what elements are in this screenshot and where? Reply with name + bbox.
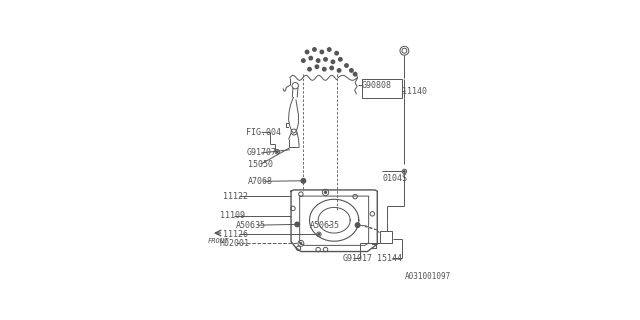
Circle shape xyxy=(353,72,357,76)
Text: H02001: H02001 xyxy=(220,239,250,248)
Text: 15144: 15144 xyxy=(378,254,403,263)
Circle shape xyxy=(404,171,405,172)
Text: 11126: 11126 xyxy=(223,230,248,239)
Circle shape xyxy=(355,223,360,228)
Bar xyxy=(380,231,392,243)
Text: G90808: G90808 xyxy=(362,81,392,90)
Text: A031001097: A031001097 xyxy=(404,272,451,281)
Circle shape xyxy=(324,58,327,61)
Bar xyxy=(362,79,402,98)
Circle shape xyxy=(296,223,298,225)
Circle shape xyxy=(349,69,353,72)
Circle shape xyxy=(330,66,333,70)
Circle shape xyxy=(301,59,305,62)
Circle shape xyxy=(316,59,320,62)
Circle shape xyxy=(305,50,308,54)
Circle shape xyxy=(318,234,319,235)
Circle shape xyxy=(302,180,305,182)
Text: 0104S: 0104S xyxy=(382,174,407,183)
Circle shape xyxy=(356,224,358,226)
Circle shape xyxy=(324,191,326,193)
Circle shape xyxy=(315,65,319,68)
Circle shape xyxy=(308,68,311,71)
Circle shape xyxy=(313,48,316,51)
Circle shape xyxy=(337,69,341,72)
Text: A50635: A50635 xyxy=(310,221,340,230)
Circle shape xyxy=(323,68,326,71)
Circle shape xyxy=(276,151,278,153)
Text: 11122: 11122 xyxy=(223,192,248,201)
Text: 15050: 15050 xyxy=(248,160,273,169)
Circle shape xyxy=(320,50,324,54)
Text: 11109: 11109 xyxy=(220,211,244,220)
Circle shape xyxy=(300,243,301,244)
Text: 11140: 11140 xyxy=(402,87,427,96)
Text: A50635: A50635 xyxy=(236,221,266,230)
Text: G91707: G91707 xyxy=(246,148,276,157)
Circle shape xyxy=(332,60,335,64)
Text: G91017: G91017 xyxy=(343,254,372,263)
Circle shape xyxy=(328,48,331,51)
Text: FRONT: FRONT xyxy=(208,238,229,244)
Circle shape xyxy=(345,64,348,67)
Text: FIG.004: FIG.004 xyxy=(246,128,281,137)
Circle shape xyxy=(301,178,306,183)
Circle shape xyxy=(335,52,339,55)
Text: A7068: A7068 xyxy=(248,177,273,186)
Circle shape xyxy=(295,222,300,227)
Circle shape xyxy=(309,56,312,60)
Circle shape xyxy=(339,58,342,61)
